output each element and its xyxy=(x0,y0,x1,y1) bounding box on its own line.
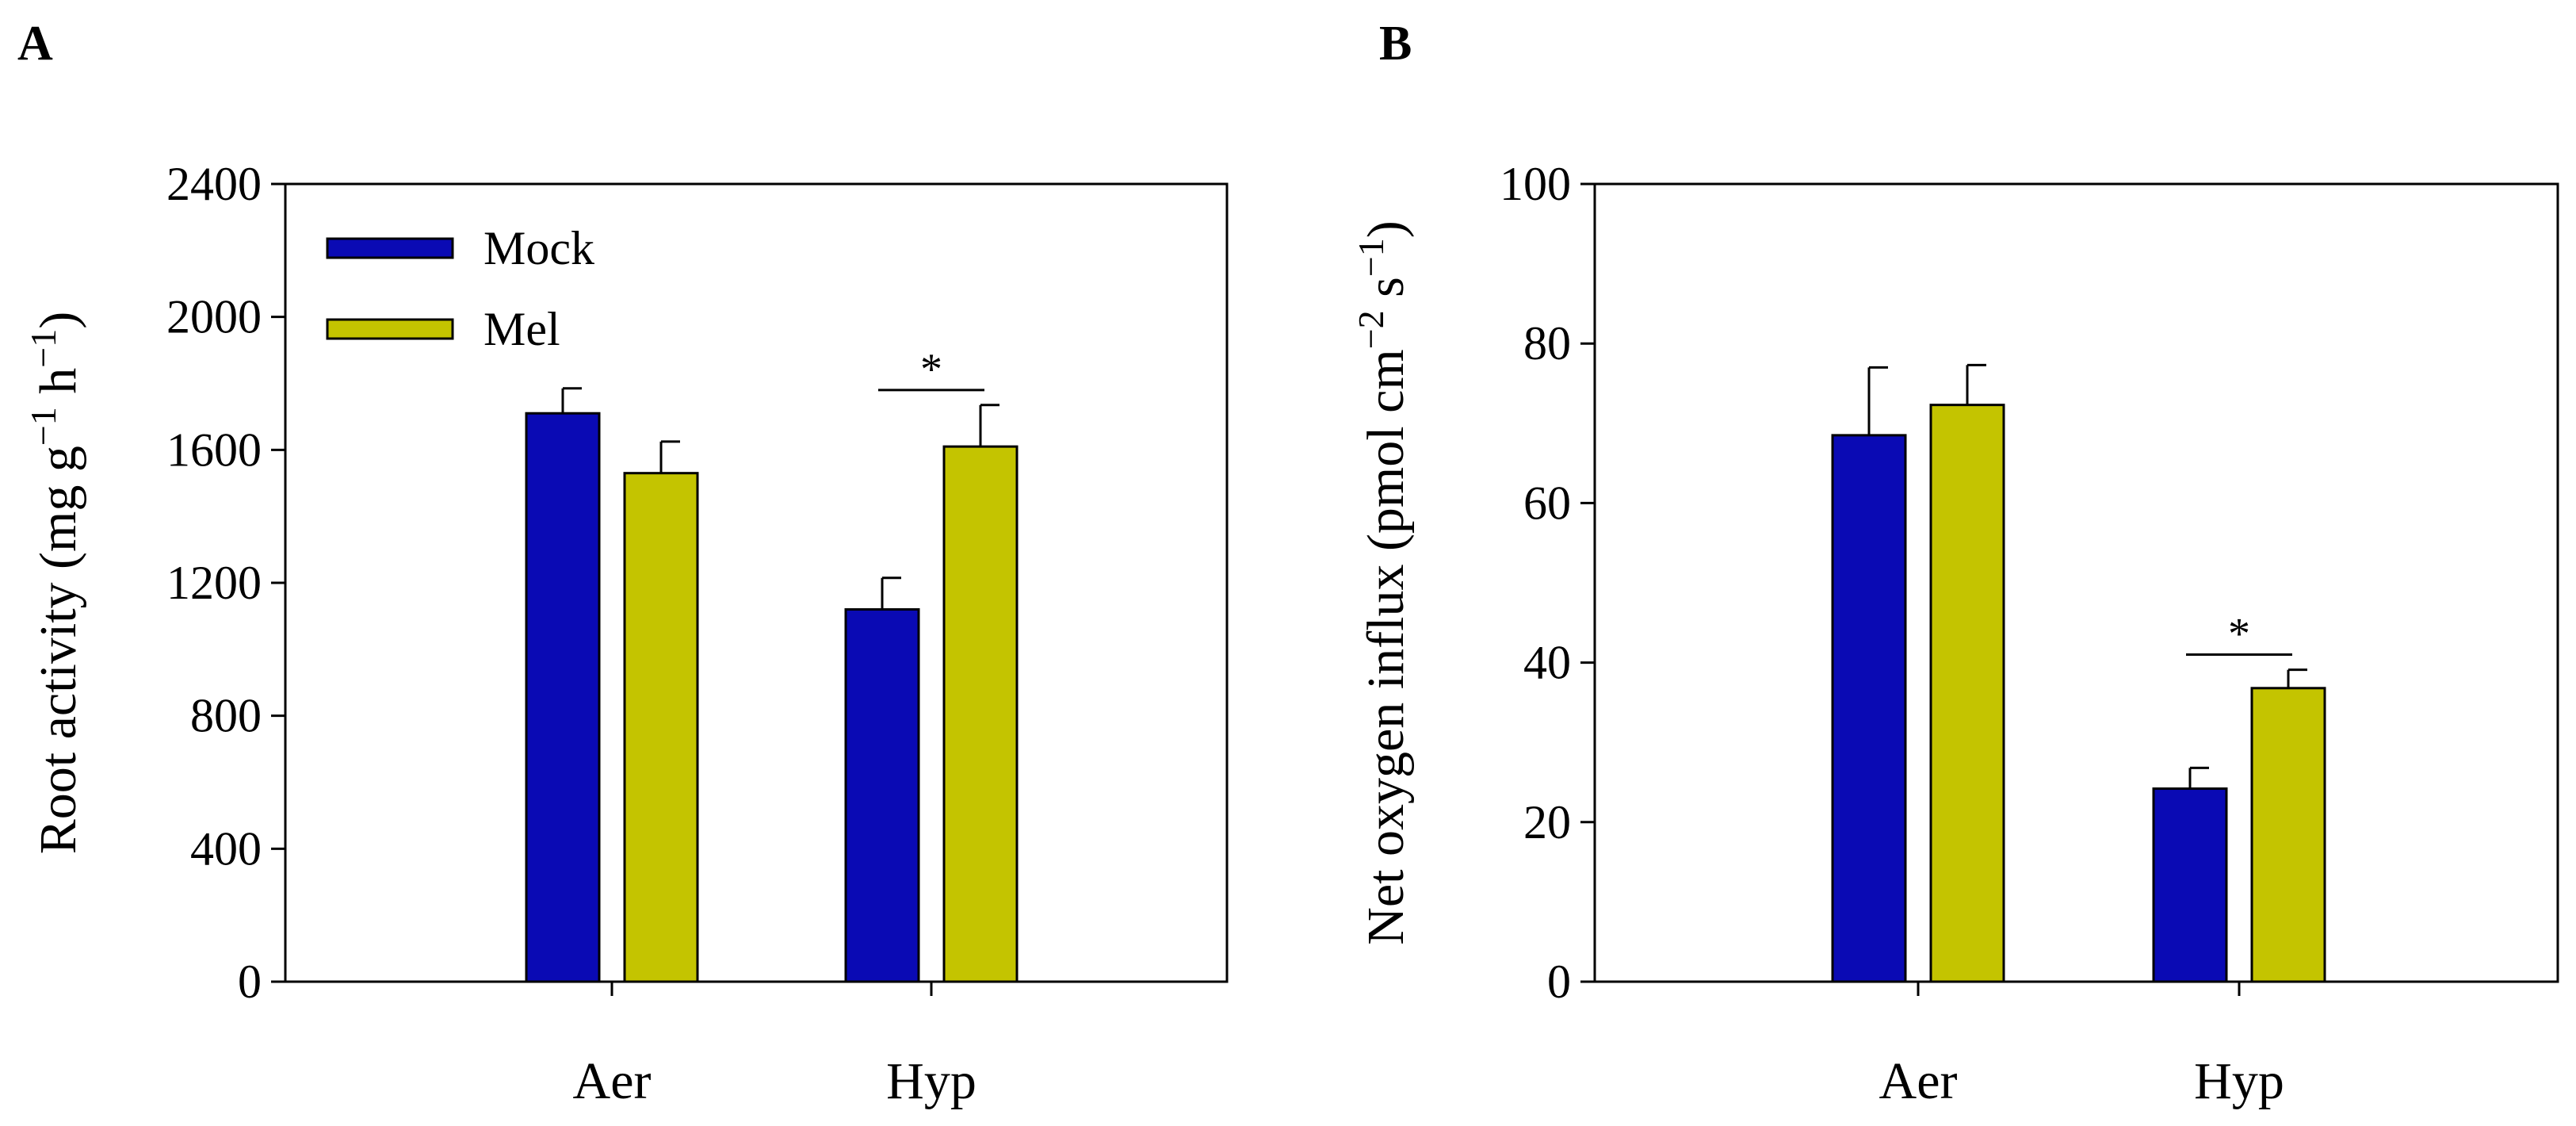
y-axis-label-text: h xyxy=(29,368,87,408)
x-tick-label: Aer xyxy=(573,1052,652,1110)
significance-marker: * xyxy=(2228,610,2250,659)
y-tick-label: 1600 xyxy=(166,423,262,476)
y-axis-label-text: Net oxygen influx (pmol cm xyxy=(1357,349,1415,945)
panel-label: B xyxy=(1379,17,1412,71)
legend: Mock Mel xyxy=(326,222,594,355)
y-axis-label: Net oxygen influx (pmol cm−2 s−1) xyxy=(1351,220,1416,945)
y-tick-label: 2400 xyxy=(166,158,262,210)
y-tick-label: 60 xyxy=(1523,477,1571,529)
y-tick-label: 400 xyxy=(190,822,262,875)
x-tick-label: Hyp xyxy=(2194,1052,2284,1110)
y-tick-label: 0 xyxy=(1547,956,1571,1008)
y-tick-label: 1200 xyxy=(166,557,262,609)
y-axis-label-superscript: −1 xyxy=(23,407,63,446)
legend-swatch-mock xyxy=(326,237,454,259)
y-tick-label: 100 xyxy=(1500,158,1571,210)
y-tick-label: 20 xyxy=(1523,796,1571,848)
significance-marker: * xyxy=(920,345,942,394)
bar-mel-aer xyxy=(1929,404,2005,983)
plot-frame xyxy=(284,182,1229,983)
y-axis-label-text: ) xyxy=(1357,220,1415,238)
bar-mel-hyp xyxy=(2250,687,2326,983)
y-axis-label-text: ) xyxy=(29,312,87,329)
bar-mock-hyp xyxy=(2152,787,2228,983)
bar-mock-hyp xyxy=(844,608,920,983)
y-tick-label: 2000 xyxy=(166,291,262,343)
legend-swatch-mel xyxy=(326,318,454,340)
bar-mock-aer xyxy=(525,412,601,983)
y-axis-label-text: s xyxy=(1357,277,1415,310)
y-axis-label-superscript: −2 xyxy=(1351,310,1391,349)
y-tick-label: 800 xyxy=(190,690,262,742)
y-axis-label-superscript: −1 xyxy=(23,329,63,368)
y-axis-label: Root activity (mg g−1 h−1) xyxy=(23,312,88,855)
y-axis-label-superscript: −1 xyxy=(1351,238,1391,277)
x-tick-label: Aer xyxy=(1879,1052,1958,1110)
legend-label-mock: Mock xyxy=(483,222,594,274)
plot-frame xyxy=(1593,182,2559,983)
bar-mel-aer xyxy=(623,472,699,983)
bar-mel-hyp xyxy=(942,445,1019,983)
chart-panel-a: A 0 400 800 1200 1600 2000 2400 Aer Hyp * Root acti… xyxy=(17,17,1229,1110)
y-tick-label: 0 xyxy=(238,956,262,1008)
y-tick-label: 80 xyxy=(1523,317,1571,370)
chart-panel-b: B 0 20 40 60 80 100 Aer Hyp * Net oxygen influx (p… xyxy=(1351,17,2559,1110)
panel-label: A xyxy=(17,17,53,71)
x-tick-label: Hyp xyxy=(886,1052,977,1110)
legend-label-mel: Mel xyxy=(483,303,560,355)
bar-mock-aer xyxy=(1831,434,1907,983)
y-tick-label: 40 xyxy=(1523,637,1571,689)
y-axis-label-text: Root activity (mg g xyxy=(29,446,87,854)
